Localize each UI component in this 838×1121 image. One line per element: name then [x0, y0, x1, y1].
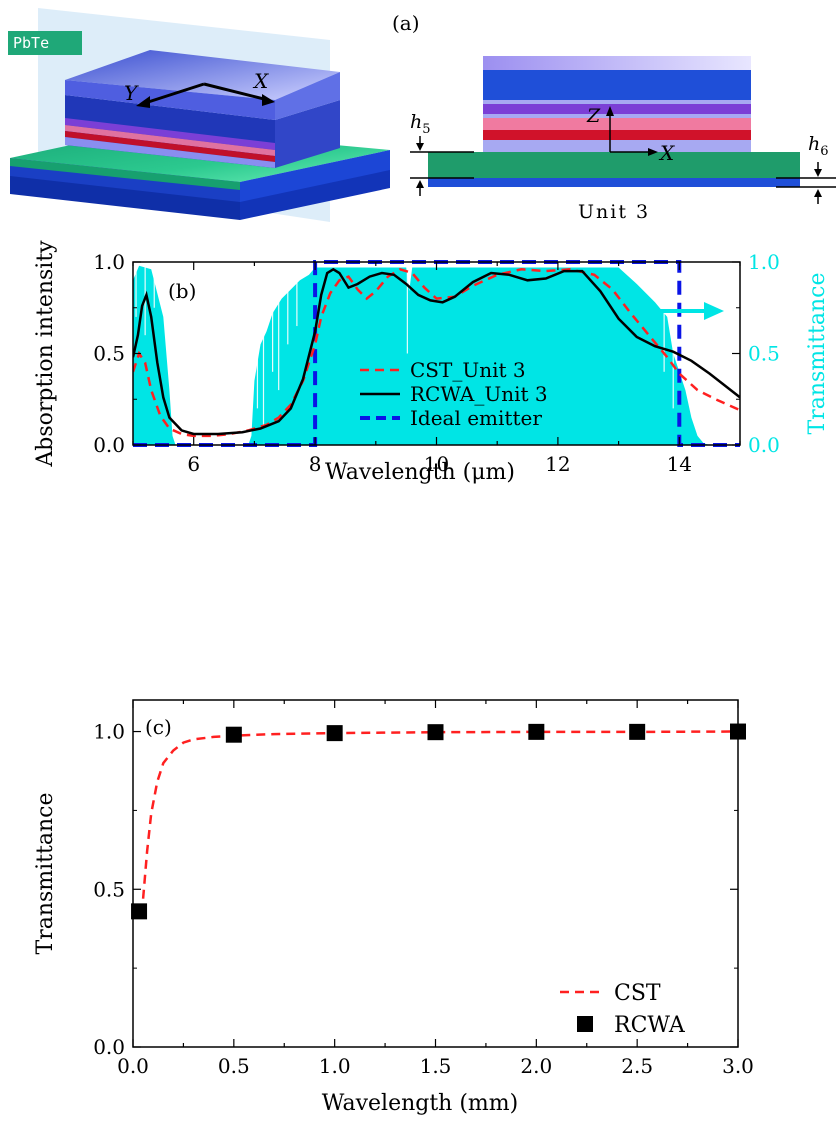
- x-tick-label-b-14: 14: [667, 452, 692, 476]
- cs-arrowhead-z: [606, 106, 614, 116]
- cs-green: [428, 152, 800, 178]
- legend-label-c-rcwa: RCWA: [614, 1013, 686, 1038]
- h5-arrowhead-down: [416, 143, 424, 151]
- x-axis-label-b: Wavelength (μm): [325, 460, 515, 485]
- y-tick-label-right-b-1: 0.5: [748, 342, 780, 366]
- y-tick-label-c-1: 0.5: [93, 877, 125, 901]
- x-tick-label-b-12: 12: [545, 452, 570, 476]
- stack-purple-layer: [65, 118, 275, 150]
- x-tick-label-c-1: 0.5: [218, 1054, 250, 1078]
- transmittance-axis-arrowhead: [704, 302, 724, 320]
- rcwa-marker-1: [225, 726, 242, 743]
- panel-c-chart: 0.0 0.5 1.0 1.5 2.0 2.5 3.0 0.0 0.5 1.0 Wavelength…: [33, 699, 754, 1116]
- x-tick-label-c-3: 1.5: [420, 1054, 452, 1078]
- y-axis-label-c: Transmittance: [33, 793, 58, 955]
- y-tick-label-b-0: 0.0: [93, 433, 125, 457]
- y-axis-label-right-b: Transmittance: [805, 273, 830, 435]
- cs-lav: [483, 100, 751, 104]
- arrowhead-x: [262, 94, 275, 106]
- h6-arrowhead-down: [814, 169, 822, 177]
- stack-top-front: [65, 80, 275, 120]
- h6-arrowhead-up: [814, 189, 822, 197]
- x-tick-label-b-8: 8: [309, 452, 322, 476]
- series-rcwa-unit3: [133, 267, 740, 436]
- axis-arrow-x: [203, 82, 269, 102]
- stack-top-face: [65, 50, 340, 100]
- base-slab-green-rim: [10, 158, 240, 190]
- panel-b-label: (b): [168, 279, 196, 303]
- base-slab-bottom-edge: [10, 176, 240, 220]
- series-cst-unit3: [133, 267, 740, 438]
- legend-label-c-cst: CST: [614, 981, 661, 1006]
- x-axis-label-c: Wavelength (mm): [322, 1091, 518, 1116]
- rcwa-marker-3: [427, 724, 444, 741]
- cs-arrowhead-x: [648, 148, 658, 156]
- legend-label-b-2: Ideal emitter: [410, 406, 542, 430]
- cs-axis-label-z: Z: [586, 105, 601, 127]
- cs-lav3: [483, 140, 751, 152]
- pbte-badge: [8, 31, 82, 55]
- y-tick-label-right-b-0: 0.0: [748, 433, 780, 457]
- legend-swatch-c-rcwa: [577, 1016, 593, 1032]
- legend-label-b-1: RCWA_Unit 3: [410, 382, 548, 406]
- base-slab-side: [240, 150, 390, 206]
- unit-3-label: Unit 3: [578, 201, 650, 223]
- h5-label: h5: [410, 111, 431, 137]
- rcwa-marker-0: [131, 903, 148, 920]
- cs-blue: [483, 70, 751, 100]
- panel-b-chart: 6 8 10 12 14 0.0 0.0 0.5 0.5 1.0 1.0 Wavelength (μm…: [33, 240, 830, 485]
- transmittance-area: [133, 265, 740, 445]
- axis-label-y: Y: [124, 81, 139, 105]
- pbte-badge-text: PbTe: [13, 34, 49, 52]
- stack-red-layer: [65, 131, 275, 162]
- cs-axis-label-x: X: [658, 141, 675, 165]
- rcwa-marker-5: [629, 723, 646, 740]
- x-tick-label-c-5: 2.5: [621, 1054, 653, 1078]
- x-tick-label-b-10: 10: [424, 452, 449, 476]
- cs-top-lav: [483, 56, 751, 72]
- cs-lav2: [483, 114, 751, 118]
- cs-red: [483, 130, 751, 140]
- stack-side-layers: [275, 100, 340, 168]
- x-tick-label-c-0: 0.0: [117, 1054, 149, 1078]
- x-tick-label-b-6: 6: [187, 452, 200, 476]
- h6-label: h6: [808, 133, 829, 159]
- stack-pink-layer: [65, 125, 275, 156]
- panel-a: (a) PbTe Y X: [8, 8, 836, 223]
- y-tick-label-right-b-2: 1.0: [748, 250, 780, 274]
- legend-label-b-0: CST_Unit 3: [410, 358, 526, 382]
- cs-pink: [483, 118, 751, 130]
- cs-purple: [483, 104, 751, 114]
- series-cst: [141, 730, 739, 899]
- x-tick-label-c-2: 1.0: [319, 1054, 351, 1078]
- y-tick-label-b-1: 0.5: [93, 342, 125, 366]
- x-tick-label-c-4: 2.0: [520, 1054, 552, 1078]
- y-tick-label-c-0: 0.0: [93, 1035, 125, 1059]
- rcwa-marker-4: [528, 723, 545, 740]
- stack-top-side: [275, 72, 340, 120]
- axis-arrow-y: [141, 82, 205, 106]
- x-tick-label-c-6: 3.0: [722, 1054, 754, 1078]
- rcwa-marker-2: [326, 725, 343, 742]
- base-slab-bottom-side: [240, 170, 390, 220]
- panel-c-label: (c): [145, 715, 172, 739]
- arrowhead-y: [136, 96, 150, 108]
- y-tick-label-c-2: 1.0: [93, 720, 125, 744]
- h5-arrowhead-up: [416, 180, 424, 188]
- y-axis-label-b: Absorption intensity: [33, 240, 58, 468]
- panel-a-label: (a): [392, 11, 420, 35]
- stack-lav-layer: [65, 137, 275, 168]
- cs-bottom-blue: [428, 178, 800, 187]
- y-tick-label-b-2: 1.0: [93, 250, 125, 274]
- rcwa-marker-6: [730, 723, 746, 740]
- axis-label-x: X: [252, 69, 269, 93]
